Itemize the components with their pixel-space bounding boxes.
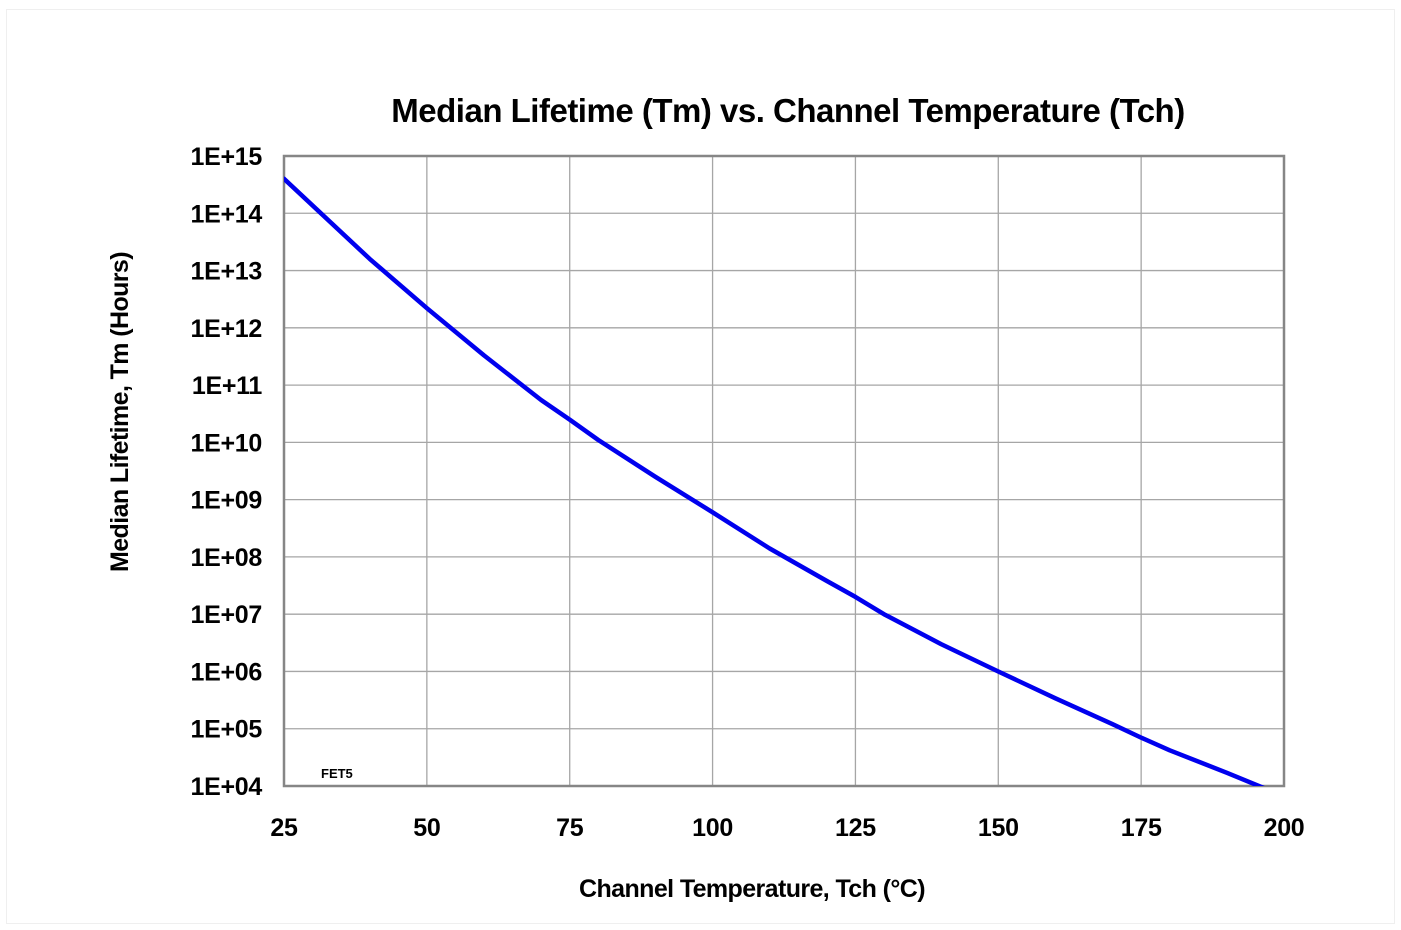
x-tick-label: 25 [270,814,298,842]
y-tick-label: 1E+15 [191,143,263,171]
y-tick-label: 1E+14 [191,200,263,228]
y-axis-label: Median Lifetime, Tm (Hours) [106,252,134,572]
fet5-annotation: FET5 [321,766,353,781]
y-tick-label: 1E+09 [191,487,263,515]
y-tick-label: 1E+08 [191,544,263,572]
x-tick-label: 150 [978,814,1019,842]
y-tick-label: 1E+11 [192,372,263,400]
y-tick-label: 1E+06 [191,658,263,686]
y-tick-label: 1E+12 [191,315,263,343]
grid [284,156,1284,786]
x-tick-label: 100 [692,814,733,842]
y-tick-label: 1E+13 [191,258,263,286]
y-tick-label: 1E+05 [191,716,263,744]
plot-area-frame [284,156,1284,786]
x-axis-ticks: 25 50 75 100 125 150 175 200 [270,814,1304,842]
y-tick-label: 1E+10 [191,429,263,457]
y-tick-label: 1E+04 [191,773,263,801]
x-tick-label: 50 [413,814,440,842]
x-axis-label: Channel Temperature, Tch (°C) [579,875,925,903]
y-tick-label: 1E+07 [191,601,263,629]
x-tick-label: 75 [556,814,584,842]
x-tick-label: 200 [1264,814,1305,842]
x-tick-label: 175 [1121,814,1162,842]
x-tick-label: 125 [835,814,876,842]
chart-title: Median Lifetime (Tm) vs. Channel Tempera… [391,92,1184,129]
y-axis-ticks: 1E+15 1E+14 1E+13 1E+12 1E+11 1E+10 1E+09 1E+08… [191,143,263,801]
